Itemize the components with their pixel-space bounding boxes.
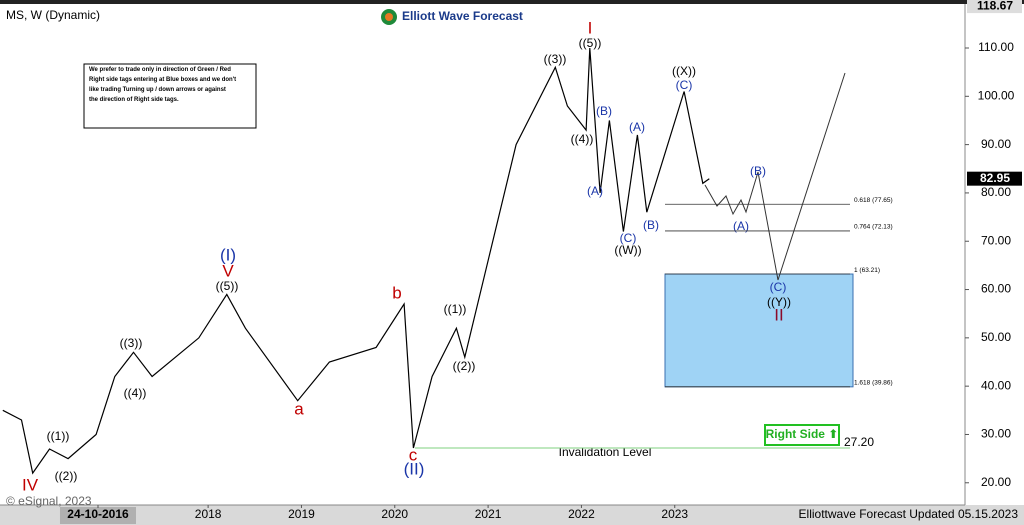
fib-label: 1 (63.21) xyxy=(854,267,880,274)
wave-label: (A) xyxy=(587,184,603,198)
wave-label: ((1)) xyxy=(444,302,467,316)
wave-label: (C) xyxy=(676,78,693,92)
y-tick-label: 70.00 xyxy=(981,233,1011,247)
wave-label: (C) xyxy=(620,231,637,245)
price-marks xyxy=(2,47,710,475)
wave-label: ((4)) xyxy=(571,132,594,146)
wave-label: ((5)) xyxy=(216,279,239,293)
wave-label: a xyxy=(294,399,304,418)
wave-label: ((2)) xyxy=(453,359,476,373)
y-tick-label: 110.00 xyxy=(978,40,1014,54)
x-tick-label: 2022 xyxy=(568,507,595,521)
price-line xyxy=(2,47,710,475)
x-tick-label: 2023 xyxy=(661,507,688,521)
symbol-title: MS, W (Dynamic) xyxy=(6,8,100,22)
wave-label: (A) xyxy=(733,219,749,233)
note-line: the direction of Right side tags. xyxy=(89,97,179,103)
projection xyxy=(704,72,846,281)
note-line: We prefer to trade only in direction of … xyxy=(89,67,231,73)
wave-label: (II) xyxy=(404,459,425,478)
y-tick-label: 20.00 xyxy=(981,475,1011,489)
wave-label: ((1)) xyxy=(47,429,70,443)
fib-label: 0.764 (72.13) xyxy=(854,224,893,231)
invalidation-label: Invalidation Level xyxy=(559,445,652,459)
y-tick-label: 100.00 xyxy=(978,88,1015,102)
wave-label: ((3)) xyxy=(120,336,143,350)
logo-text: Elliott Wave Forecast xyxy=(402,9,523,23)
copyright: © eSignal, 2023 xyxy=(6,494,92,508)
x-tick-highlight xyxy=(59,507,136,524)
y-tick-label: 80.00 xyxy=(981,185,1011,199)
y-tick-label: 50.00 xyxy=(981,330,1011,344)
wave-label: (B) xyxy=(596,104,612,118)
top-price-box xyxy=(967,0,1022,14)
footer: Elliottwave Forecast Updated 05.15.2023 xyxy=(799,507,1019,521)
wave-label: ((4)) xyxy=(124,386,147,400)
wave-label: c xyxy=(409,445,418,464)
wave-label: V xyxy=(222,261,234,280)
right-side-tag: Right Side ⬆ xyxy=(766,427,839,441)
last-price-box xyxy=(967,171,1022,186)
wave-label: (A) xyxy=(629,120,645,134)
x-axis-band xyxy=(0,505,1024,525)
note-box xyxy=(83,63,257,129)
invalidation-value: 27.20 xyxy=(844,435,874,449)
wave-label: (B) xyxy=(750,164,766,178)
last-price: 82.95 xyxy=(980,171,1010,185)
x-tick-label: 2018 xyxy=(195,507,222,521)
fib-label: 0.618 (77.65) xyxy=(854,197,893,204)
y-tick-label: 60.00 xyxy=(981,282,1011,296)
wave-label: (I) xyxy=(220,245,236,264)
wave-label: IV xyxy=(22,475,39,494)
wave-label: ((W)) xyxy=(614,243,641,257)
wave-label: (C) xyxy=(770,280,787,294)
y-tick-label: 40.00 xyxy=(981,378,1011,392)
y-tick-label: 90.00 xyxy=(981,137,1011,151)
x-tick-label: 24-10-2016 xyxy=(67,507,129,521)
right-side-box xyxy=(764,424,840,446)
wave-label: I xyxy=(588,18,593,37)
x-tick-label: 2021 xyxy=(475,507,502,521)
x-tick-label: 2019 xyxy=(288,507,315,521)
wave-label: ((Y)) xyxy=(767,295,791,309)
x-tick-label: 2020 xyxy=(381,507,408,521)
top-bar xyxy=(0,0,1024,4)
note-line: Right side tags entering at Blue boxes a… xyxy=(89,77,236,83)
fib-label: 1.618 (39.86) xyxy=(854,380,893,387)
wave-label: ((3)) xyxy=(544,52,567,66)
wave-label: ((X)) xyxy=(672,64,696,78)
wave-label: ((2)) xyxy=(55,469,78,483)
blue-box xyxy=(664,273,854,388)
wave-label: ((5)) xyxy=(579,36,602,50)
wave-label: II xyxy=(774,305,783,324)
wave-label: (B) xyxy=(643,218,659,232)
top-price: 118.67 xyxy=(977,0,1013,12)
logo: Elliott Wave Forecast xyxy=(381,9,523,25)
y-tick-label: 30.00 xyxy=(981,427,1011,441)
wave-label: b xyxy=(392,283,401,302)
note: We prefer to trade only in direction of … xyxy=(89,67,236,103)
note-line: like trading Turning up / down arrows or… xyxy=(89,87,226,93)
logo-icon xyxy=(385,13,393,21)
